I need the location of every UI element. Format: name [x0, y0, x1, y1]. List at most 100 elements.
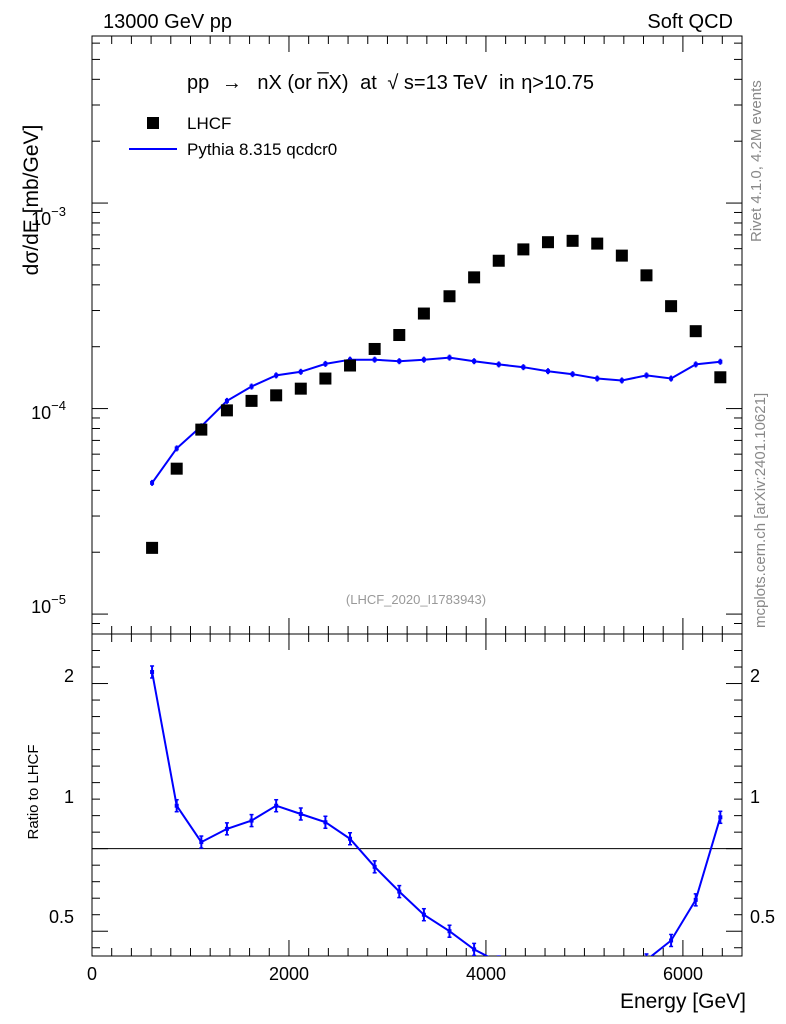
lhcf-point: [270, 389, 283, 402]
title-energy: s=13 TeV: [404, 72, 488, 94]
legend-lhcf-label: LHCF: [187, 114, 231, 133]
xtick-label-4000: 4000: [466, 964, 506, 984]
pythia-point: [545, 369, 550, 374]
title-process: pp: [187, 72, 209, 94]
lhcf-point: [640, 269, 653, 282]
pythia-point: [174, 446, 179, 451]
lhcf-point: [443, 290, 456, 303]
lhcf-point: [417, 307, 430, 320]
legend-pythia-label: Pythia 8.315 qcdcr0: [187, 140, 337, 159]
ratio-plot-frame: [91, 633, 743, 957]
ratio-y-axis-label: Ratio to LHCF: [25, 744, 42, 839]
xtick-label-0: 0: [87, 964, 97, 984]
lhcf-point: [615, 249, 628, 262]
lhcf-point: [665, 300, 678, 313]
ytick-1e-3-mantissa: 10: [31, 209, 51, 229]
main-data-marks: [146, 234, 727, 554]
lhcf-point: [492, 254, 505, 267]
ratio-point: [397, 889, 402, 894]
pythia-point: [298, 369, 303, 374]
ratio-ytick-label-right-2: 2: [750, 666, 760, 686]
rivet-label: Rivet 4.1.0, 4.2M events: [748, 80, 765, 242]
pythia-point: [249, 384, 254, 389]
pythia-point: [496, 362, 501, 367]
ratio-point: [571, 975, 575, 979]
lhcf-point: [344, 359, 357, 372]
pythia-point: [447, 355, 452, 360]
ytick-1e-4-exponent: −4: [51, 398, 66, 413]
pythia-point: [619, 378, 624, 383]
ratio-point: [693, 897, 698, 902]
ratio-point: [274, 803, 279, 808]
lhcf-point: [714, 371, 727, 384]
header-left: 13000 GeV pp: [103, 11, 232, 33]
lhcf-point: [468, 271, 481, 284]
ratio-ytick-label-1: 1: [64, 787, 74, 807]
pythia-point: [150, 480, 155, 485]
analysis-watermark: (LHCF_2020_I1783943): [346, 592, 486, 607]
title-eta: η>10.75: [521, 72, 594, 94]
ratio-point: [372, 864, 377, 869]
title-final-state: nX (or n̅X): [257, 71, 348, 94]
main-y-axis-label: dσ/dE [mb/GeV]: [20, 125, 43, 276]
ytick-label-1e-5: 10−5: [31, 592, 66, 617]
pythia-point: [669, 376, 674, 381]
ratio-ytick-label-right-1: 1: [750, 787, 760, 807]
ratio-point: [669, 938, 674, 943]
ratio-point: [323, 820, 328, 825]
ratio-point: [224, 826, 229, 831]
ytick-label-1e-4: 10−4: [31, 398, 66, 423]
lhcf-point: [566, 234, 579, 247]
title-arrow: →: [222, 72, 242, 94]
pythia-point: [274, 373, 279, 378]
lhcf-point: [170, 462, 183, 475]
xtick-label-2000: 2000: [269, 964, 309, 984]
title-sqrt: √: [387, 72, 398, 94]
pythia-point: [570, 372, 575, 377]
mcplots-label: mcplots.cern.ch [arXiv:2401.10621]: [752, 393, 769, 628]
lhcf-point: [220, 404, 233, 417]
legend-lhcf-marker: [147, 117, 159, 129]
pythia-point: [521, 365, 526, 370]
pythia-point: [472, 359, 477, 364]
ratio-data-marks: [150, 665, 723, 979]
ratio-point: [150, 669, 155, 674]
lhcf-point: [591, 237, 604, 250]
ratio-point: [595, 975, 599, 979]
header-right: Soft QCD: [647, 11, 733, 33]
lhcf-point: [689, 325, 702, 338]
pythia-point: [644, 373, 649, 378]
lhcf-point: [195, 423, 208, 436]
ratio-point: [249, 818, 254, 823]
ratio-point: [521, 968, 525, 972]
ratio-point: [472, 947, 477, 952]
lhcf-point: [393, 329, 406, 342]
x-axis-label: Energy [GeV]: [620, 990, 746, 1013]
pythia-line: [151, 356, 721, 484]
ratio-panel: Ratio to LHCF 2 1 0.5 2 1 0.5 0 2000 400…: [25, 633, 775, 1013]
ratio-ytick-label-2: 2: [64, 666, 74, 686]
title-in: in: [499, 72, 515, 94]
ytick-1e-5-exponent: −5: [51, 592, 66, 607]
ratio-point: [348, 836, 353, 841]
lhcf-point: [541, 236, 554, 249]
lhcf-point: [146, 541, 159, 554]
pythia-point: [397, 359, 402, 364]
ratio-point: [199, 840, 204, 845]
ytick-1e-5-mantissa: 10: [31, 597, 51, 617]
pythia-point: [224, 398, 229, 403]
ytick-1e-3-exponent: −3: [51, 204, 66, 219]
ratio-line: [151, 671, 722, 956]
main-title: pp → nX (or n̅X) at √ s=13 TeV in η>10.7…: [187, 71, 594, 94]
pythia-point: [718, 359, 723, 364]
ratio-point: [421, 912, 426, 917]
ratio-ytick-label-right-0.5: 0.5: [750, 907, 775, 927]
title-at: at: [360, 72, 377, 94]
ytick-1e-4-mantissa: 10: [31, 403, 51, 423]
pythia-point: [323, 361, 328, 366]
ratio-point: [546, 973, 550, 977]
ratio-point: [298, 811, 303, 816]
ratio-point: [447, 929, 452, 934]
xtick-label-6000: 6000: [663, 964, 703, 984]
